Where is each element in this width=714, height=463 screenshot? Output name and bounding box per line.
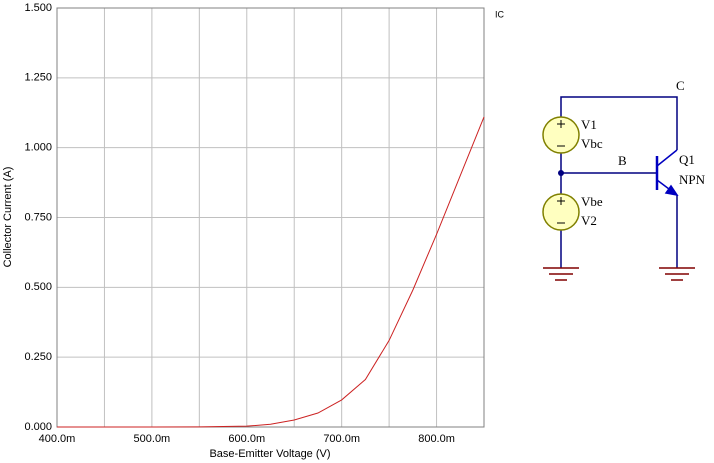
x-tick-label: 400.0m — [39, 433, 76, 445]
source-label: V1 — [581, 117, 597, 132]
emitter-arrow — [664, 184, 679, 197]
ground — [543, 267, 695, 281]
source-label: V2 — [581, 213, 597, 228]
collector-lead — [656, 149, 678, 167]
transistor-type: NPN — [679, 172, 706, 187]
x-tick-label: 700.0m — [323, 433, 360, 445]
source-value: Vbe — [581, 194, 603, 209]
y-tick-label: 1.500 — [24, 2, 52, 14]
y-tick-label: 1.250 — [24, 72, 52, 84]
x-tick-label: 800.0m — [418, 433, 455, 445]
x-tick-label: 500.0m — [134, 433, 171, 445]
legend-label: IC — [495, 9, 505, 19]
base-label: B — [618, 153, 627, 168]
series-line — [57, 116, 485, 428]
polarity — [557, 120, 565, 224]
junction — [558, 170, 564, 176]
source-v2 — [542, 193, 580, 231]
collector-label: C — [676, 78, 685, 93]
y-tick-label: 0.500 — [24, 281, 52, 293]
schematic — [542, 96, 695, 281]
source-v1 — [542, 116, 580, 154]
x-axis-label: Base-Emitter Voltage (V) — [209, 448, 330, 460]
x-tick-label: 600.0m — [228, 433, 265, 445]
wire — [560, 96, 678, 150]
y-tick-label: 0.000 — [24, 421, 52, 433]
y-tick-label: 0.750 — [24, 211, 52, 223]
y-axis-label: Collector Current (A) — [2, 167, 14, 268]
y-tick-label: 0.250 — [24, 351, 52, 363]
y-tick-label: 1.000 — [24, 142, 52, 154]
plot-frame — [56, 7, 485, 428]
transistor-label: Q1 — [679, 152, 695, 167]
source-value: Vbc — [581, 136, 603, 151]
